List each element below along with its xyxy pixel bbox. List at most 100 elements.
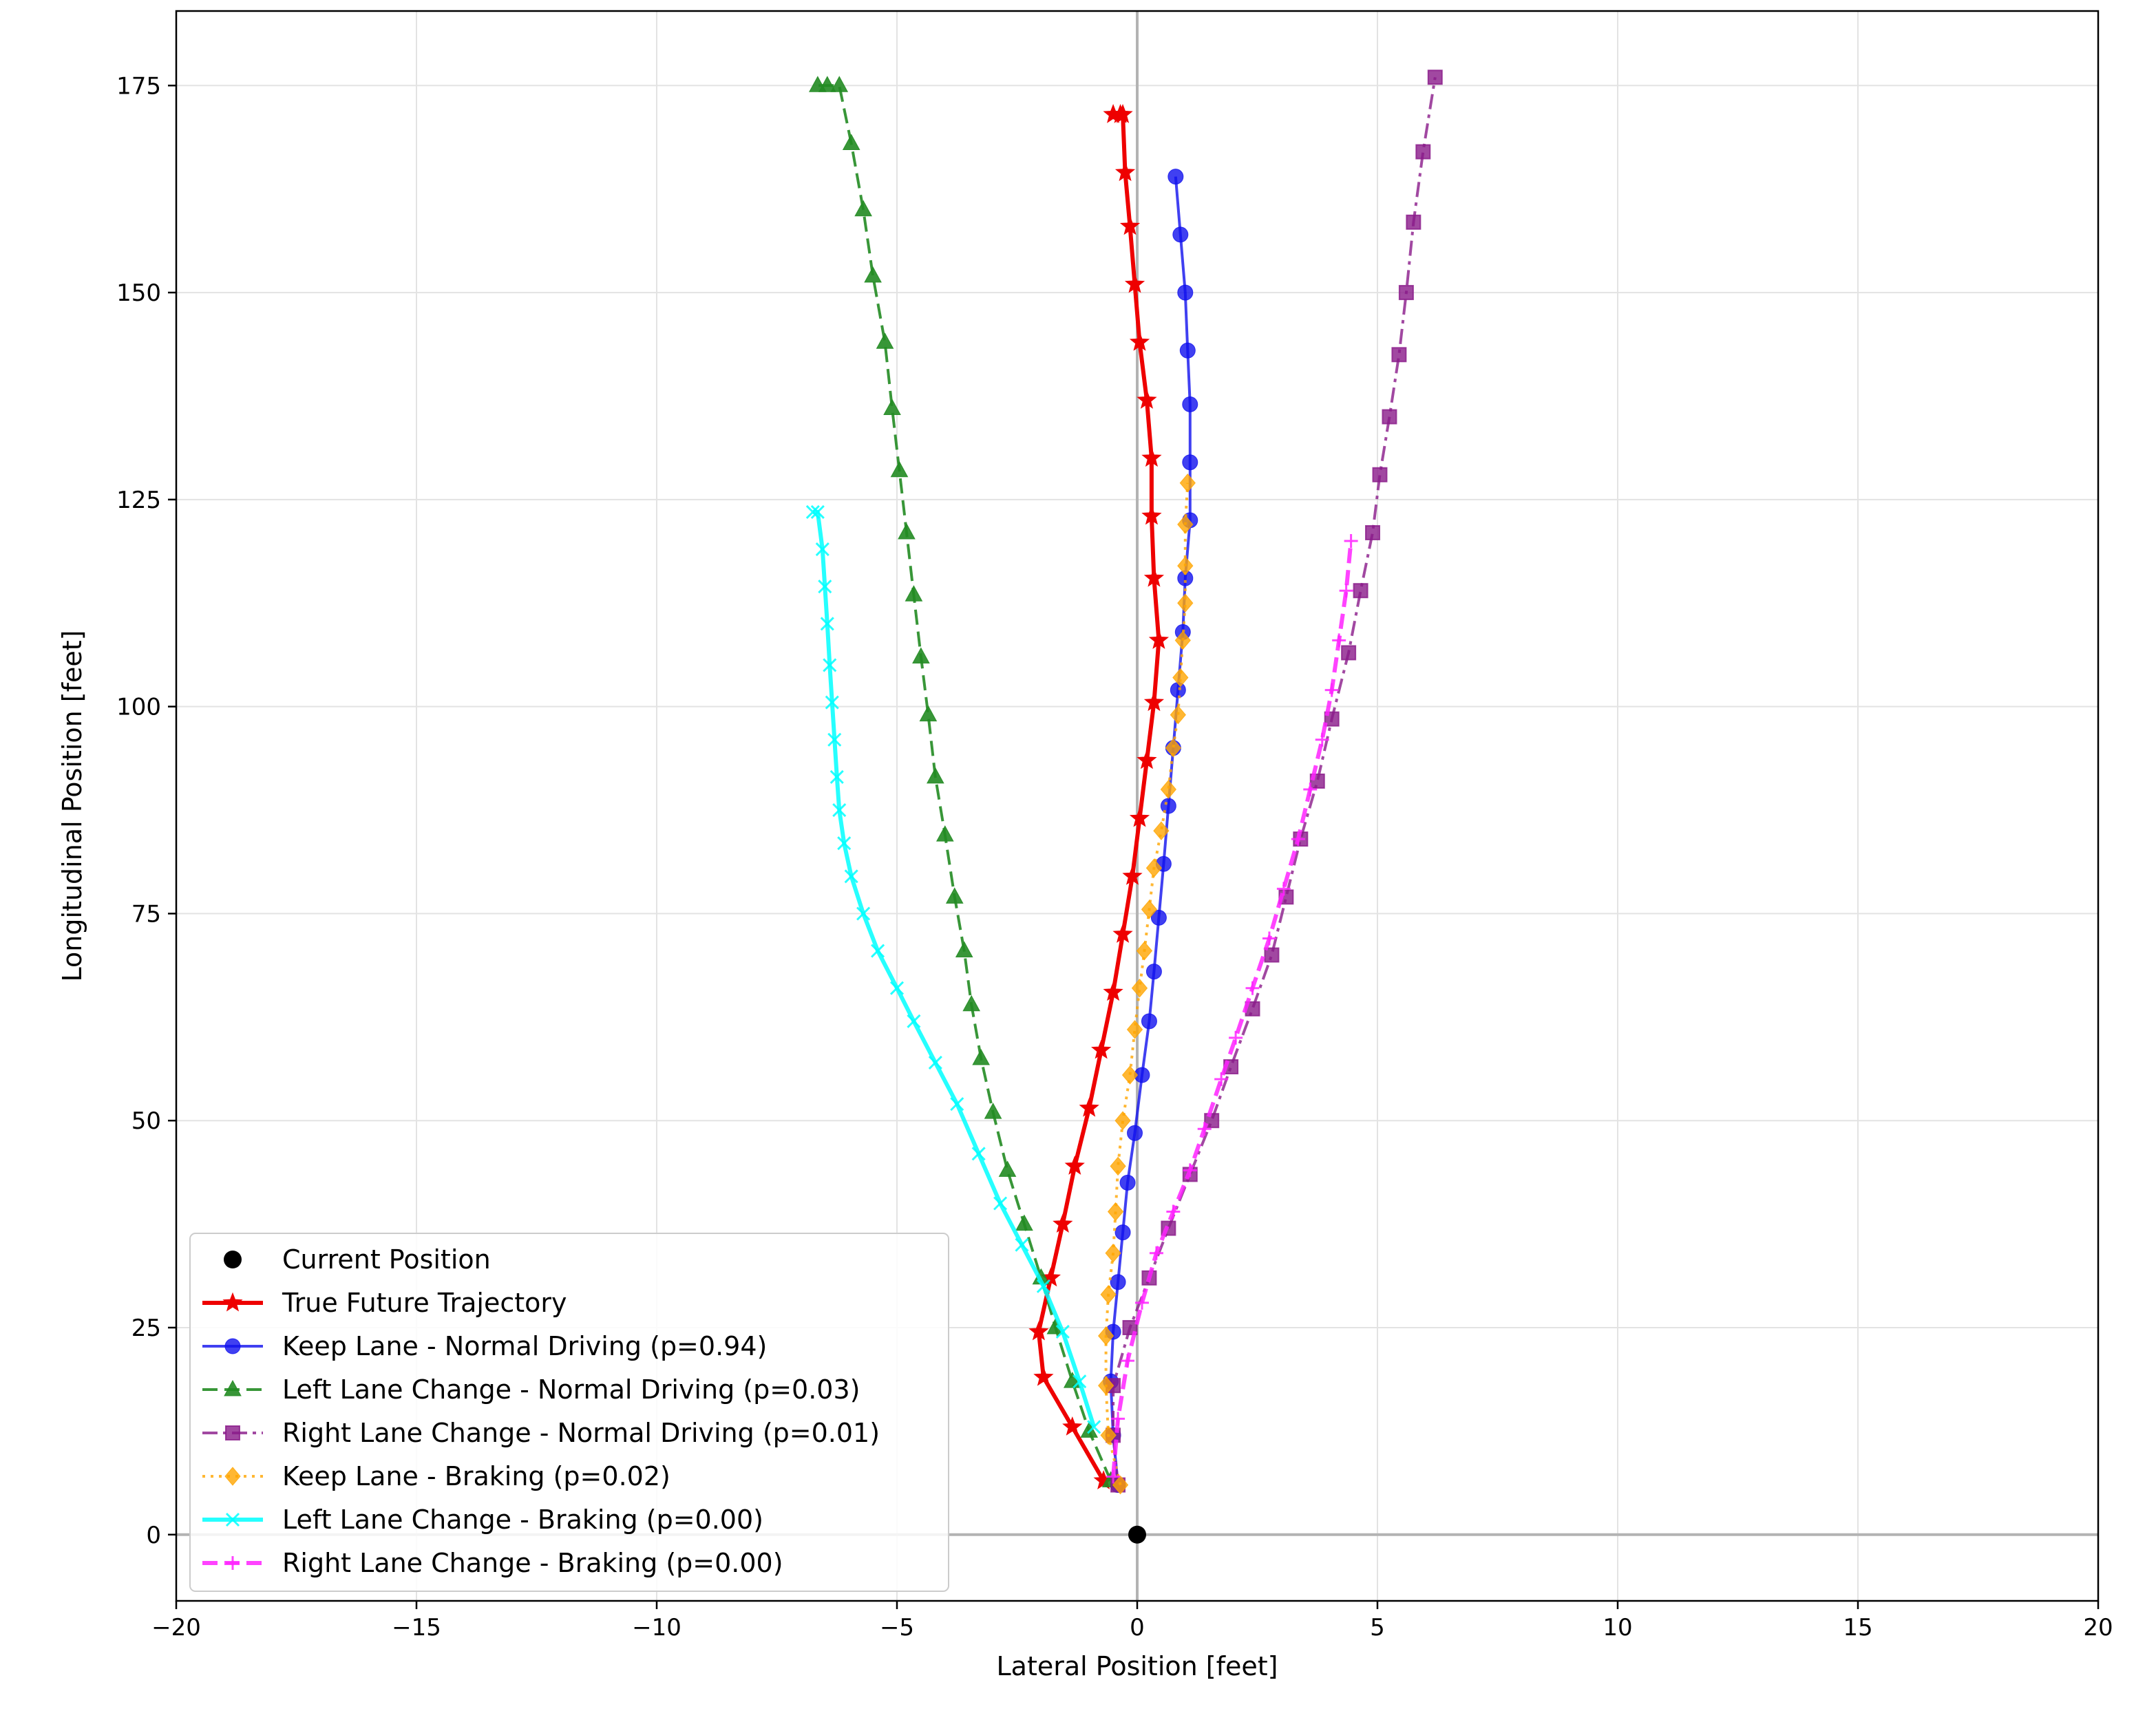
- series-3: [808, 76, 1120, 1488]
- data-point: [950, 1097, 964, 1112]
- data-point: [998, 1160, 1017, 1177]
- legend-entry: Left Lane Change - Normal Driving (p=0.0…: [202, 1374, 860, 1405]
- data-point: [984, 1103, 1002, 1119]
- data-point: [1382, 409, 1397, 425]
- data-point: [1229, 1030, 1243, 1045]
- data-point: [876, 332, 894, 349]
- current-position-marker: [1128, 1525, 1146, 1544]
- data-point: [1122, 865, 1143, 885]
- data-point: [1160, 798, 1176, 814]
- y-tick-label: 175: [116, 72, 161, 100]
- x-axis-ticks: −20 −15 −10 −5 0 5 10 15 20: [151, 1601, 2113, 1641]
- data-point: [1112, 924, 1133, 943]
- y-tick-label: 150: [116, 279, 161, 307]
- data-point: [1183, 1163, 1197, 1178]
- data-point: [1072, 1374, 1087, 1389]
- data-point: [1129, 331, 1150, 351]
- data-point: [1134, 1295, 1149, 1310]
- legend-entry: Current Position: [224, 1244, 491, 1275]
- legend-entry: Left Lane Change - Braking (p=0.00): [202, 1505, 763, 1535]
- legend-swatch-marker: [226, 1556, 240, 1570]
- data-point: [1114, 1111, 1131, 1130]
- legend-entry: Right Lane Change - Normal Driving (p=0.…: [202, 1418, 880, 1448]
- data-point: [1149, 1246, 1163, 1260]
- legend-label: Left Lane Change - Normal Driving (p=0.0…: [282, 1374, 860, 1405]
- data-point: [1245, 981, 1260, 995]
- data-point: [1028, 1321, 1049, 1341]
- y-axis-label: Longitudinal Position [feet]: [57, 630, 87, 982]
- data-point: [827, 732, 842, 747]
- data-point: [1126, 1020, 1143, 1039]
- legend-label: True Future Trajectory: [282, 1288, 567, 1318]
- data-point: [1324, 683, 1339, 697]
- legend-entry: Right Lane Change - Braking (p=0.00): [202, 1548, 783, 1578]
- data-point: [955, 941, 973, 958]
- data-point: [1365, 524, 1381, 540]
- data-point: [815, 542, 829, 557]
- data-point: [810, 504, 825, 519]
- data-point: [1372, 467, 1388, 482]
- data-point: [1262, 931, 1276, 946]
- data-point: [1165, 738, 1182, 758]
- data-point: [1100, 1425, 1117, 1445]
- data-point: [1141, 447, 1162, 467]
- data-point: [1111, 1412, 1125, 1426]
- data-point: [1110, 1274, 1126, 1290]
- legend-swatch-marker: [225, 1512, 240, 1527]
- data-point: [1127, 1125, 1143, 1141]
- y-tick-label: 75: [131, 900, 161, 928]
- series-layer: [805, 70, 1443, 1495]
- data-point: [805, 504, 820, 519]
- data-point: [1315, 732, 1329, 747]
- data-point: [1398, 285, 1414, 301]
- y-tick-label: 25: [131, 1315, 161, 1342]
- x-tick-label: 5: [1370, 1614, 1385, 1641]
- x-tick-label: 15: [1843, 1614, 1872, 1641]
- data-point: [945, 887, 964, 904]
- data-point: [1406, 214, 1422, 230]
- data-point: [1344, 534, 1358, 548]
- data-point: [1148, 629, 1170, 649]
- legend-swatch-marker: [224, 1379, 242, 1396]
- legend-label: Keep Lane - Normal Driving (p=0.94): [282, 1331, 767, 1361]
- data-point: [844, 869, 858, 884]
- data-point: [889, 981, 905, 995]
- data-point: [1137, 390, 1157, 409]
- data-point: [971, 1147, 986, 1161]
- data-point: [1062, 1416, 1083, 1436]
- legend-box: [189, 1233, 949, 1592]
- data-point: [1124, 273, 1145, 293]
- data-point: [1303, 782, 1318, 796]
- data-point: [905, 585, 923, 602]
- data-point: [1110, 1156, 1126, 1176]
- data-point: [854, 200, 872, 217]
- series-5: [1097, 474, 1196, 1495]
- data-point: [871, 944, 885, 958]
- data-point: [856, 906, 871, 921]
- data-point: [1053, 1213, 1073, 1233]
- y-tick-label: 50: [131, 1107, 161, 1135]
- legend-entry: True Future Trajectory: [202, 1288, 567, 1318]
- data-point: [1119, 215, 1141, 235]
- data-point: [1097, 1326, 1114, 1346]
- x-axis-label: Lateral Position [feet]: [996, 1651, 1278, 1681]
- data-point: [1121, 1065, 1139, 1085]
- data-point: [1100, 1285, 1117, 1304]
- data-point: [1182, 396, 1198, 412]
- data-point: [864, 266, 882, 283]
- data-point: [1141, 900, 1158, 920]
- data-point: [1179, 342, 1196, 359]
- data-point: [823, 658, 837, 672]
- data-point: [1177, 593, 1194, 613]
- current-position-layer: [1128, 1525, 1146, 1544]
- data-point: [1015, 1237, 1029, 1252]
- data-point: [1170, 705, 1186, 725]
- legend-label: Right Lane Change - Braking (p=0.00): [282, 1548, 783, 1578]
- data-point: [912, 647, 930, 663]
- data-point: [1339, 584, 1353, 598]
- data-point: [1143, 692, 1165, 712]
- data-point: [1427, 70, 1443, 85]
- data-point: [1129, 807, 1150, 827]
- data-point: [1291, 832, 1305, 847]
- data-point: [1170, 682, 1186, 699]
